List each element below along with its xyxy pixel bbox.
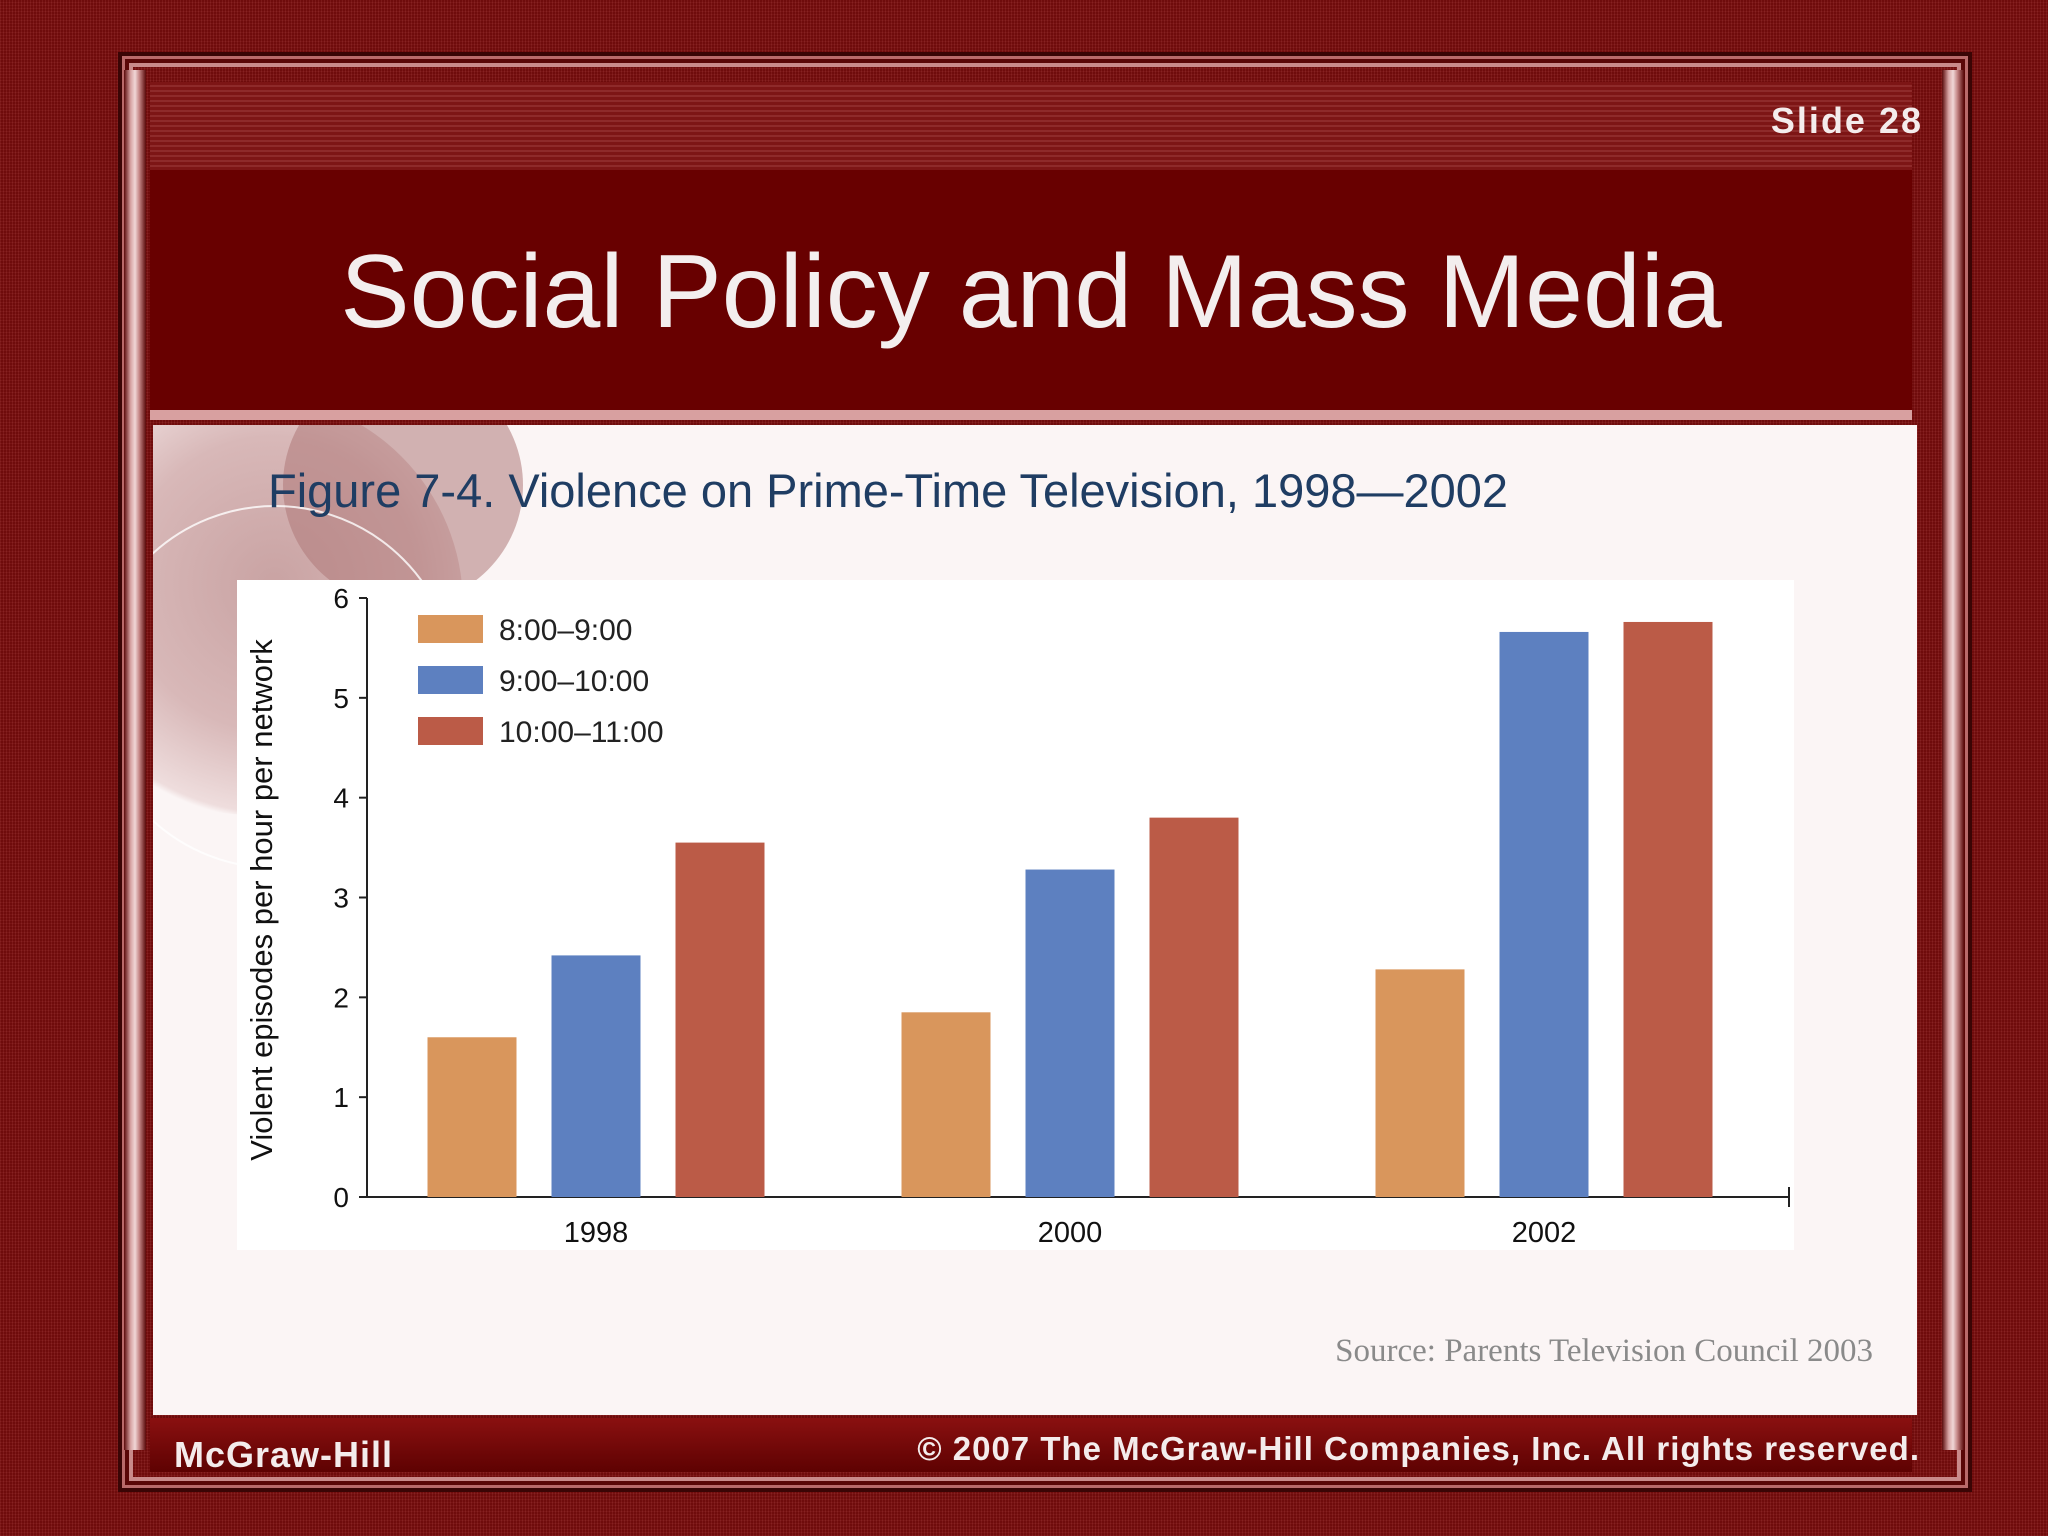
- source-note: Source: Parents Television Council 2003: [1335, 1333, 1873, 1369]
- title-bar: Social Policy and Mass Media: [150, 170, 1912, 420]
- bar-1998-series-2: [551, 955, 641, 1197]
- right-frame-pillar: [1942, 70, 1964, 1450]
- slide-frame: [118, 52, 1972, 1492]
- y-axis-label: Violent episodes per hour per network: [244, 639, 279, 1161]
- publisher-name: McGraw-Hill: [174, 1434, 394, 1475]
- legend: 8:00–9:00 9:00–10:00 10:00–11:00: [418, 614, 664, 749]
- y-tick-label: 4: [333, 783, 349, 814]
- bar-1998-series-1: [427, 1037, 517, 1197]
- legend-swatch: [418, 615, 483, 643]
- bar-2002-series-3: [1623, 621, 1713, 1197]
- footer-bar: [150, 1418, 1912, 1472]
- x-tick-label: 2002: [1512, 1217, 1577, 1249]
- y-tick-label: 0: [333, 1182, 349, 1213]
- legend-swatch: [418, 666, 483, 694]
- chart-panel: 0 1 2 3 4 5 6 1998 2000 2002 8:00–9:00 9:00–10:00…: [237, 580, 1794, 1250]
- legend-label: 9:00–10:00: [499, 665, 649, 698]
- y-tick-label: 2: [333, 982, 349, 1013]
- x-tick-label: 2000: [1038, 1217, 1103, 1249]
- bar-2000-series-1: [901, 1012, 991, 1197]
- bar-chart: 0 1 2 3 4 5 6 1998 2000 2002 8:00–9:00 9:00–10:00…: [244, 583, 1790, 1249]
- x-tick-label: 1998: [564, 1217, 629, 1249]
- y-tick-label: 5: [333, 683, 349, 714]
- legend-label: 8:00–9:00: [499, 614, 632, 647]
- left-frame-pillar: [124, 70, 146, 1450]
- bar-1998-series-3: [675, 842, 765, 1197]
- top-band: [150, 82, 1912, 170]
- y-tick-label: 3: [333, 883, 349, 914]
- bar-2002-series-1: [1375, 969, 1465, 1197]
- y-tick-label: 1: [333, 1082, 349, 1113]
- y-axis: 0 1 2 3 4 5 6: [333, 583, 368, 1213]
- copyright-notice: © 2007 The McGraw-Hill Companies, Inc. A…: [917, 1430, 1920, 1467]
- legend-label: 10:00–11:00: [499, 716, 664, 749]
- y-tick-label: 6: [333, 583, 349, 614]
- slide-number: Slide 28: [1770, 100, 1923, 141]
- figure-caption: Figure 7-4. Violence on Prime-Time Telev…: [268, 464, 1509, 517]
- slide-title: Social Policy and Mass Media: [340, 234, 1722, 350]
- legend-swatch: [418, 717, 483, 745]
- bars: [427, 621, 1713, 1197]
- bar-2000-series-3: [1149, 817, 1239, 1197]
- bar-2000-series-2: [1025, 869, 1115, 1197]
- slide-content: Figure 7-4. Violence on Prime-Time Telev…: [153, 425, 1917, 1415]
- bar-2002-series-2: [1499, 631, 1589, 1197]
